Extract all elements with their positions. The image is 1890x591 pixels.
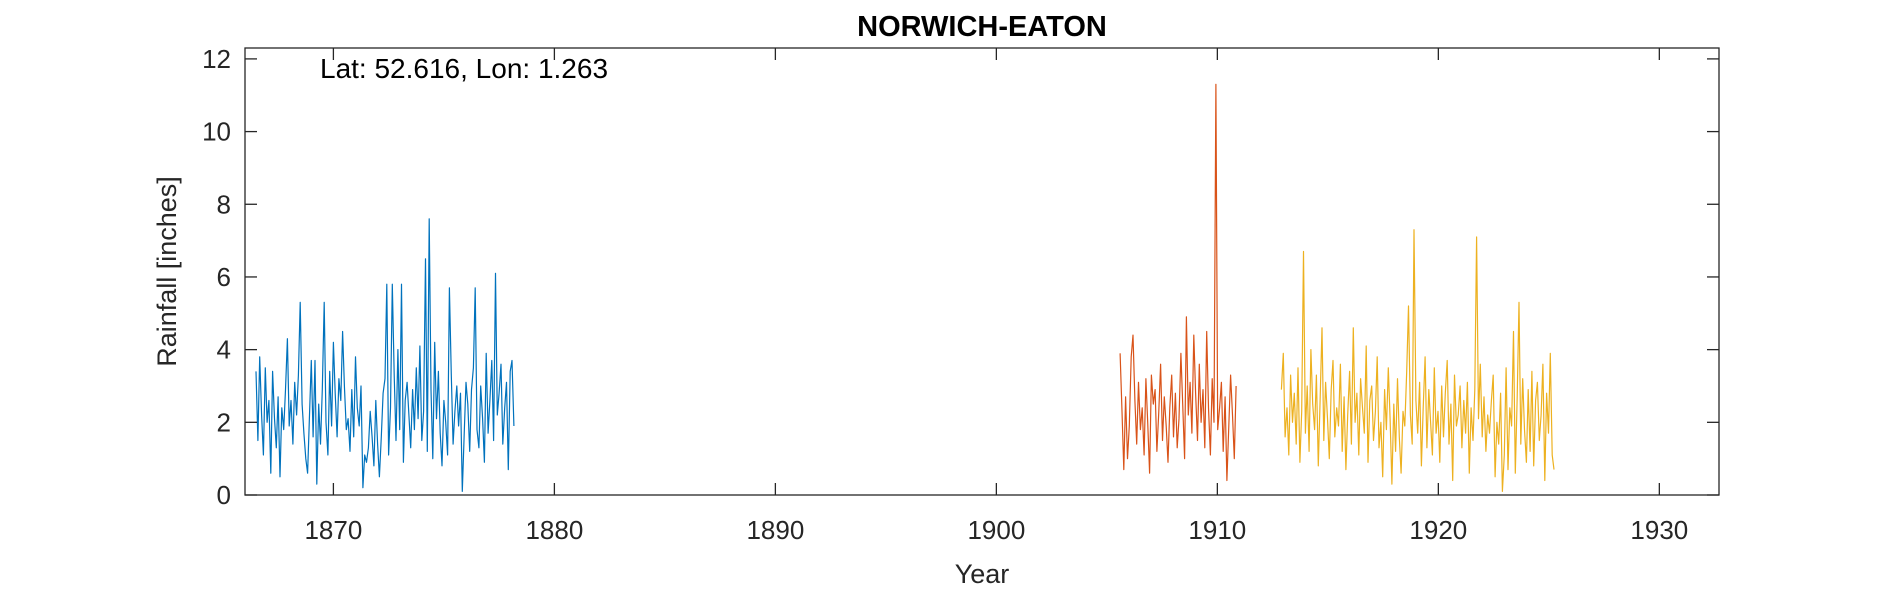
rainfall-series-1-line (255, 218, 515, 492)
y-tick-label: 4 (217, 335, 231, 365)
rainfall-series-3-line (1280, 229, 1555, 492)
y-tick-label: 6 (217, 262, 231, 292)
y-tick-label: 10 (202, 117, 231, 147)
y-tick-label: 2 (217, 407, 231, 437)
series-layer (255, 83, 1555, 492)
location-annotation: Lat: 52.616, Lon: 1.263 (320, 53, 608, 84)
y-axis-title: Rainfall [inches] (152, 176, 182, 367)
x-tick-label: 1910 (1188, 515, 1246, 545)
ticks-layer: 1870 1880 1890 1900 1910 1920 1930 0 2 4 6 8 10 12 (202, 44, 1719, 545)
plot-area-box (244, 47, 1720, 496)
y-tick-label: 12 (202, 44, 231, 74)
chart-title: NORWICH-EATON (857, 11, 1107, 43)
x-tick-label: 1930 (1630, 515, 1688, 545)
x-tick-label: 1880 (525, 515, 583, 545)
y-tick-label: 0 (217, 480, 231, 510)
x-axis-title: Year (955, 559, 1010, 589)
x-tick-label: 1870 (304, 515, 362, 545)
x-tick-label: 1900 (967, 515, 1025, 545)
x-tick-label: 1920 (1409, 515, 1467, 545)
x-tick-label: 1890 (746, 515, 804, 545)
y-tick-label: 8 (217, 189, 231, 219)
rainfall-series-2-line (1119, 83, 1237, 482)
